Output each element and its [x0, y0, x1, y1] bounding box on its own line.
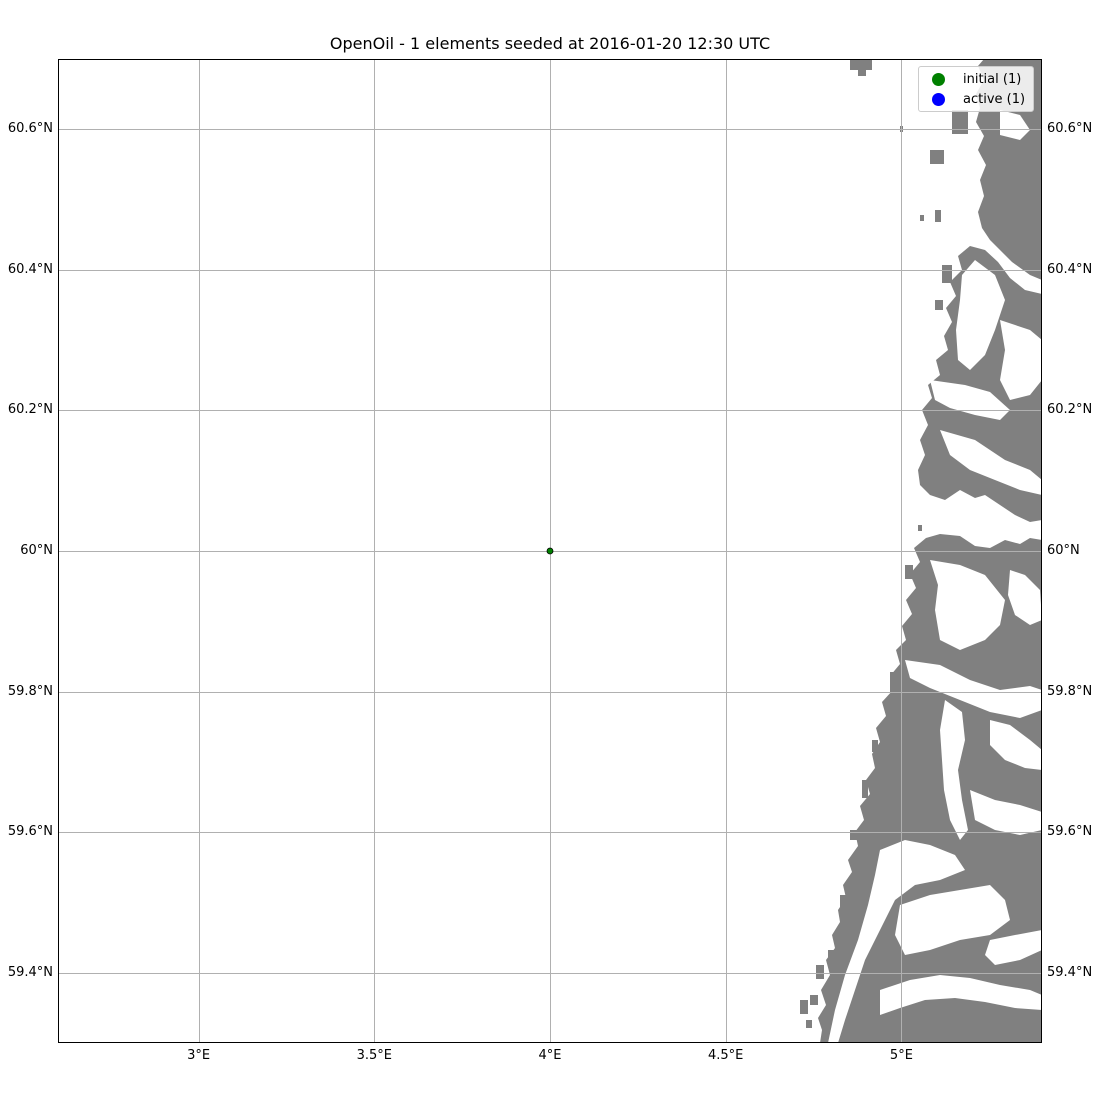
island — [890, 672, 898, 692]
fjord-8 — [940, 700, 968, 840]
fjord-6 — [1008, 570, 1042, 625]
island — [918, 525, 922, 531]
fjord-2 — [1000, 320, 1042, 400]
particle-layer — [546, 547, 554, 555]
fjord-10 — [970, 790, 1042, 835]
island — [905, 565, 913, 579]
legend-label: initial (1) — [963, 71, 1022, 87]
map-title: OpenOil - 1 elements seeded at 2016-01-2… — [329, 34, 771, 53]
fjord-15 — [1000, 110, 1030, 140]
fjord-13 — [985, 930, 1042, 965]
lon-tick-label: 3.5°E — [356, 1048, 392, 1063]
island — [850, 830, 858, 840]
island — [816, 965, 824, 979]
lat-tick-label-left: 59.8°N — [7, 683, 53, 699]
fjord-1 — [956, 260, 1005, 370]
island — [840, 895, 848, 915]
map-frame — [58, 59, 1042, 1043]
lat-tick-label-left: 60.2°N — [7, 402, 53, 418]
island — [862, 780, 868, 798]
lat-tick-label-right: 60.6°N — [1047, 121, 1093, 137]
island — [800, 1000, 808, 1014]
island — [935, 210, 941, 222]
island — [806, 1020, 812, 1028]
blue-dot-icon — [932, 92, 945, 106]
lon-tick-label: 4.5°E — [708, 1048, 744, 1063]
legend-item-active: active (1) — [919, 89, 1025, 109]
green-dot-icon — [932, 72, 945, 86]
fjord-5 — [930, 560, 1005, 650]
fjord-14 — [880, 975, 1042, 1015]
lat-tick-label-left: 60.6°N — [7, 121, 53, 137]
legend-item-initial: initial (1) — [919, 69, 1021, 89]
lat-tick-label-right: 60°N — [1047, 543, 1080, 558]
lat-tick-label-left: 59.4°N — [7, 964, 53, 980]
island — [810, 995, 818, 1005]
lon-tick-label: 5°E — [889, 1048, 913, 1063]
island — [935, 300, 943, 310]
lat-tick-label-left: 59.6°N — [7, 824, 53, 840]
seed-point-initial[interactable] — [546, 547, 554, 555]
fjord-7 — [905, 660, 1042, 718]
graticule-grid — [58, 59, 1042, 1043]
fjord-12 — [895, 885, 1010, 955]
legend: initial (1) active (1) — [918, 66, 1034, 112]
fjord-9 — [990, 720, 1042, 770]
lon-tick-label: 4°E — [538, 1048, 562, 1063]
island — [942, 265, 952, 283]
fjord-11 — [828, 840, 965, 1043]
lat-tick-label-right: 60.4°N — [1047, 261, 1093, 277]
lat-tick-label-left: 60°N — [20, 543, 53, 558]
lat-tick-label-right: 60.2°N — [1047, 402, 1093, 418]
island — [850, 60, 872, 70]
lat-tick-label-right: 59.6°N — [1047, 824, 1093, 840]
lat-tick-label-right: 59.8°N — [1047, 683, 1093, 699]
fjord-4 — [940, 430, 1042, 495]
lat-tick-label-left: 60.4°N — [7, 261, 53, 277]
island — [920, 215, 924, 221]
island — [952, 110, 968, 134]
island — [872, 740, 878, 752]
island — [858, 70, 866, 76]
lon-tick-label: 3°E — [187, 1048, 211, 1063]
lat-tick-label-right: 59.4°N — [1047, 964, 1093, 980]
island — [930, 150, 944, 164]
island — [828, 950, 836, 964]
legend-label: active (1) — [963, 91, 1026, 107]
